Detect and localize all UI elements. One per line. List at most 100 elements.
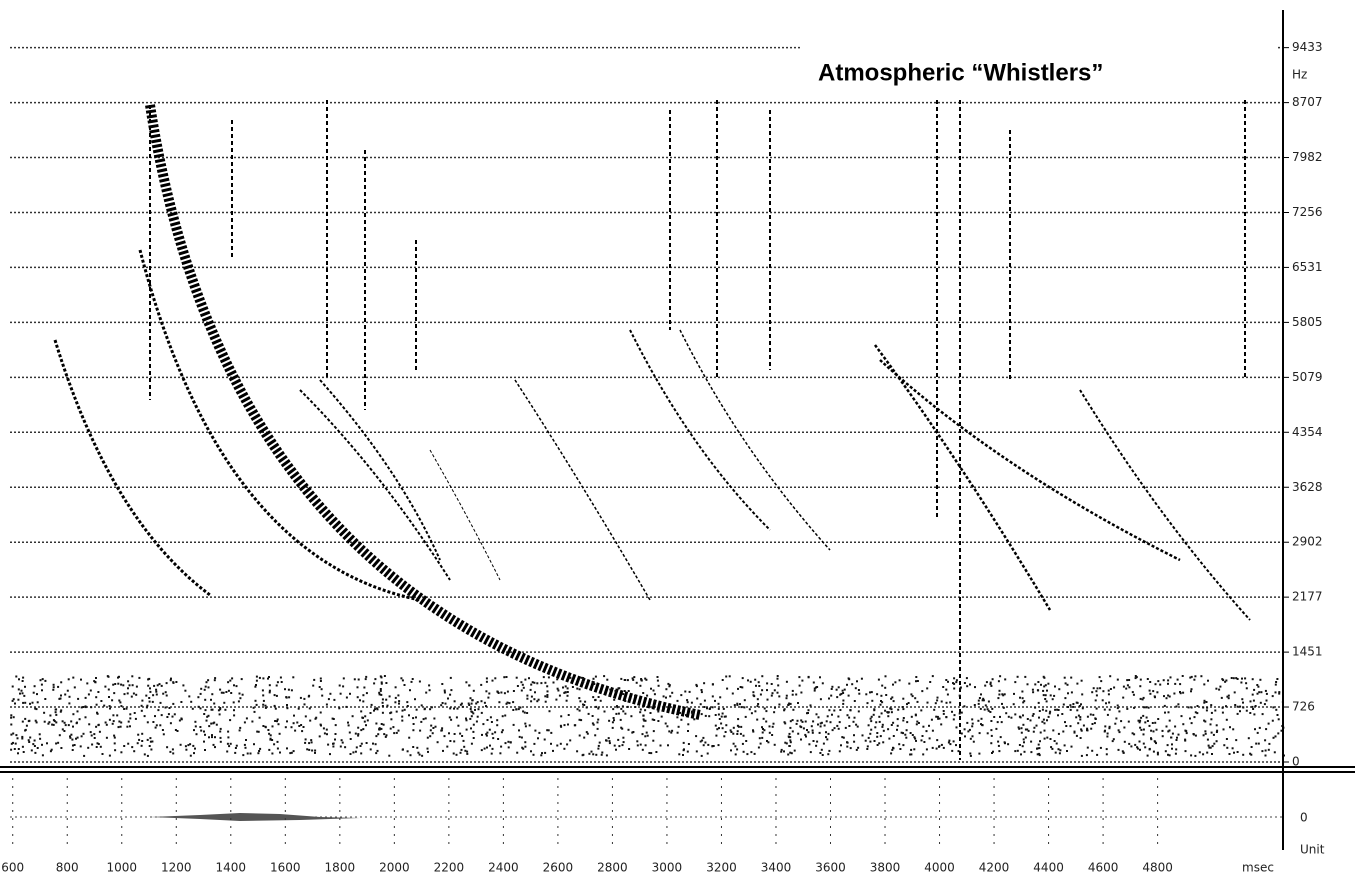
noise-dot (1272, 706, 1274, 708)
noise-dot (622, 705, 624, 707)
noise-dot (882, 724, 884, 726)
noise-dot (382, 698, 384, 700)
noise-dot (157, 709, 159, 711)
noise-dot (881, 685, 883, 687)
noise-dot (1019, 744, 1021, 746)
noise-dot (966, 685, 968, 687)
noise-dot (490, 716, 492, 718)
noise-dot (1030, 741, 1032, 743)
noise-dot (60, 747, 62, 749)
noise-dot (922, 726, 924, 728)
noise-dot (383, 724, 385, 726)
noise-dot (1166, 697, 1168, 699)
noise-dot (1258, 743, 1260, 745)
noise-dot (1037, 681, 1039, 683)
noise-dot (122, 684, 124, 686)
noise-dot (363, 687, 365, 689)
noise-dot (953, 740, 955, 742)
noise-dot (913, 736, 915, 738)
noise-dot (1027, 718, 1029, 720)
noise-dot (499, 752, 501, 754)
noise-dot (883, 730, 885, 732)
noise-dot (236, 745, 238, 747)
noise-dot (64, 694, 66, 696)
noise-dot (1264, 739, 1266, 741)
noise-dot (899, 679, 901, 681)
noise-dot (349, 732, 351, 734)
noise-dot (384, 675, 386, 677)
noise-dot (830, 695, 832, 697)
noise-dot (797, 720, 799, 722)
noise-dot (1164, 712, 1166, 714)
noise-dot (410, 754, 412, 756)
noise-dot (332, 718, 334, 720)
noise-dot (932, 675, 934, 677)
noise-dot (492, 680, 494, 682)
noise-dot (614, 745, 616, 747)
noise-dot (823, 743, 825, 745)
noise-dot (300, 724, 302, 726)
noise-dot (1056, 743, 1058, 745)
noise-dot (80, 679, 82, 681)
noise-dot (769, 725, 771, 727)
noise-dot (1268, 723, 1270, 725)
noise-dot (640, 744, 642, 746)
noise-dot (270, 734, 272, 736)
noise-dot (366, 692, 368, 694)
noise-dot (999, 716, 1001, 718)
noise-dot (166, 682, 168, 684)
noise-dot (1022, 714, 1024, 716)
noise-dot (1092, 714, 1094, 716)
noise-dot (153, 685, 155, 687)
noise-dot (738, 726, 740, 728)
noise-dot (964, 728, 966, 730)
noise-dot (1095, 699, 1097, 701)
noise-dot (1199, 751, 1201, 753)
noise-dot (642, 692, 644, 694)
noise-dot (981, 718, 983, 720)
noise-dot (831, 688, 833, 690)
noise-dot (736, 733, 738, 735)
noise-dot (1197, 705, 1199, 707)
noise-dot (653, 730, 655, 732)
noise-dot (784, 742, 786, 744)
noise-dot (702, 737, 704, 739)
noise-dot (1166, 726, 1168, 728)
noise-dot (485, 705, 487, 707)
noise-dot (808, 743, 810, 745)
noise-dot (280, 677, 282, 679)
noise-dot (1039, 754, 1041, 756)
noise-dot (381, 723, 383, 725)
noise-dot (10, 714, 12, 716)
noise-dot (1223, 744, 1225, 746)
noise-dot (565, 685, 567, 687)
noise-dot (997, 697, 999, 699)
noise-dot (867, 745, 869, 747)
noise-dot (1024, 751, 1026, 753)
noise-dot (396, 711, 398, 713)
noise-dot (1259, 679, 1261, 681)
noise-dot (678, 753, 680, 755)
noise-dot (141, 740, 143, 742)
background (0, 0, 1355, 880)
noise-dot (1078, 715, 1080, 717)
noise-dot (1079, 705, 1081, 707)
noise-dot (1234, 691, 1236, 693)
noise-dot (546, 694, 548, 696)
noise-dot (771, 695, 773, 697)
noise-dot (847, 714, 849, 716)
noise-dot (320, 725, 322, 727)
noise-dot (52, 689, 54, 691)
noise-dot (407, 705, 409, 707)
noise-dot (33, 692, 35, 694)
noise-dot (988, 710, 990, 712)
noise-dot (745, 740, 747, 742)
noise-dot (1242, 702, 1244, 704)
noise-dot (1154, 695, 1156, 697)
noise-dot (412, 717, 414, 719)
noise-dot (223, 692, 225, 694)
noise-dot (622, 710, 624, 712)
noise-dot (1237, 751, 1239, 753)
noise-dot (707, 744, 709, 746)
noise-dot (1169, 696, 1171, 698)
